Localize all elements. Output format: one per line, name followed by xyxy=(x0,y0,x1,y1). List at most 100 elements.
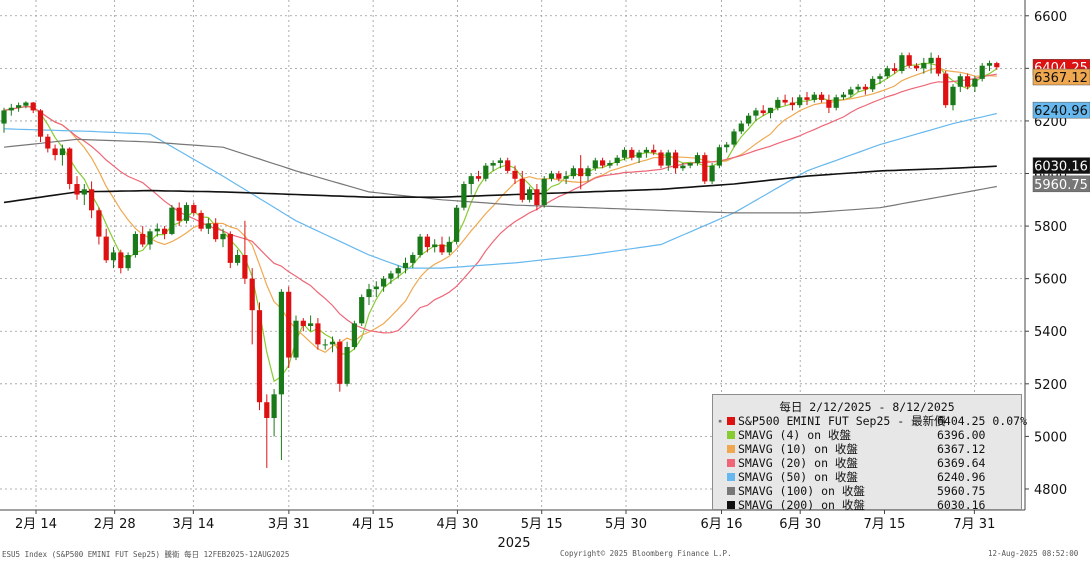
candle-body xyxy=(388,273,394,279)
candle-body xyxy=(454,207,460,242)
candle-body xyxy=(344,347,350,384)
candle-body xyxy=(957,76,963,87)
legend-row: SMAVG (20) on 收盤 6369.64 xyxy=(713,456,1021,470)
legend-swatch xyxy=(727,487,735,495)
candle-body xyxy=(322,344,328,346)
candle-body xyxy=(651,149,657,153)
legend-label: SMAVG (10) on 收盤 xyxy=(738,442,858,456)
candle-body xyxy=(235,255,241,263)
candle-body xyxy=(256,310,263,403)
candle-body xyxy=(862,86,868,90)
ma-line xyxy=(3,165,997,204)
legend-row: ▪ S&P500 EMINI FUT Sep25 - 最新價 6404.25 0.0… xyxy=(713,414,1027,428)
footer-timestamp: 12-Aug-2025 08:52:00 xyxy=(988,549,1079,558)
legend-marker: ▪ xyxy=(718,417,723,425)
x-tick-label: 3月 31 xyxy=(268,517,310,532)
candle-body xyxy=(16,105,22,108)
candle-body xyxy=(183,205,190,221)
candle-body xyxy=(877,76,883,79)
candle-body xyxy=(125,255,131,269)
legend-swatch xyxy=(727,459,735,467)
y-tick-label: 5800 xyxy=(1034,220,1067,235)
candle-body xyxy=(753,110,759,116)
ma-line xyxy=(3,73,997,334)
candle-body xyxy=(490,162,496,166)
candle-body xyxy=(89,189,95,211)
candle-body xyxy=(643,149,649,153)
candle-body xyxy=(629,149,635,158)
candle-body xyxy=(709,165,715,182)
candle-body xyxy=(242,255,248,279)
footer-copyright: Copyright© 2025 Bloomberg Finance L.P. xyxy=(560,549,732,558)
candle-body xyxy=(395,268,401,274)
legend-value: 6367.12 xyxy=(937,442,986,456)
candle-body xyxy=(848,89,854,95)
candle-body xyxy=(760,110,766,114)
candle-body xyxy=(74,184,80,195)
legend-label: SMAVG (4) on 收盤 xyxy=(738,428,852,442)
candle-body xyxy=(556,173,562,179)
legend-swatch xyxy=(727,417,735,425)
price-tag-box xyxy=(1032,68,1090,86)
candle-body xyxy=(132,233,138,255)
candle-body xyxy=(30,102,36,111)
candle-body xyxy=(994,63,1000,68)
y-tick-label: 5600 xyxy=(1034,273,1067,288)
candle-body xyxy=(986,63,993,66)
candle-body xyxy=(140,233,146,245)
legend-swatch xyxy=(727,473,735,481)
legend-row: SMAVG (10) on 收盤 6367.12 xyxy=(713,442,1021,456)
candle-body xyxy=(972,78,978,87)
legend-swatch xyxy=(727,445,735,453)
footer-source: ESU5 Index (S&P500 EMINI FUT Sep25) 騰衛 每… xyxy=(2,550,290,559)
candle-body xyxy=(227,233,233,263)
legend-row: SMAVG (50) on 收盤 6240.96 xyxy=(713,470,1021,484)
candle-body xyxy=(461,184,467,208)
x-axis-ticks: 2月 14 2月 28 3月 14 3月 31 4月 15 4月 30 5月 15 5月 30… xyxy=(15,510,995,532)
candle-body xyxy=(381,278,387,287)
candle-body xyxy=(366,289,372,298)
legend-value: 5960.75 xyxy=(937,484,986,498)
candle-body xyxy=(45,136,51,149)
price-tag-box xyxy=(1032,101,1090,119)
candle-body xyxy=(665,152,671,166)
candle-body xyxy=(286,291,292,358)
ma-line xyxy=(3,138,997,214)
candle-body xyxy=(928,57,934,64)
candle-body xyxy=(680,165,686,169)
price-tag-label: 6240.96 xyxy=(1034,104,1088,119)
candle-body xyxy=(220,233,226,240)
legend-row: SMAVG (200) on 收盤 6030.16 xyxy=(713,498,1021,512)
candle-body xyxy=(789,102,795,106)
candle-body xyxy=(439,244,445,253)
candle-body xyxy=(424,236,430,248)
candle-body xyxy=(249,278,255,311)
candle-body xyxy=(154,228,160,232)
candle-body xyxy=(527,189,533,200)
candle-body xyxy=(767,107,774,114)
candle-body xyxy=(892,68,898,71)
candle-body xyxy=(1,110,7,124)
candle-body xyxy=(176,207,182,221)
candle-body xyxy=(870,78,876,90)
candle-body xyxy=(687,162,693,166)
candle-body xyxy=(59,148,65,156)
legend-value: 6030.16 xyxy=(937,498,986,512)
x-tick-label: 2月 14 xyxy=(15,517,57,532)
x-tick-label: 2月 28 xyxy=(94,517,136,532)
candle-body xyxy=(402,262,409,269)
candle-body xyxy=(497,160,503,163)
candle-body xyxy=(110,252,117,261)
candle-body xyxy=(621,149,628,158)
candle-body xyxy=(103,236,109,261)
x-tick-label: 5月 30 xyxy=(605,517,647,532)
ma-line xyxy=(3,112,997,269)
candle-body xyxy=(512,170,518,179)
candle-body xyxy=(337,341,343,384)
candle-body xyxy=(308,323,314,326)
candle-body xyxy=(475,176,482,179)
x-tick-label: 5月 15 xyxy=(521,517,563,532)
candle-body xyxy=(899,55,905,71)
candle-body xyxy=(81,189,87,195)
candle-body xyxy=(570,168,576,177)
